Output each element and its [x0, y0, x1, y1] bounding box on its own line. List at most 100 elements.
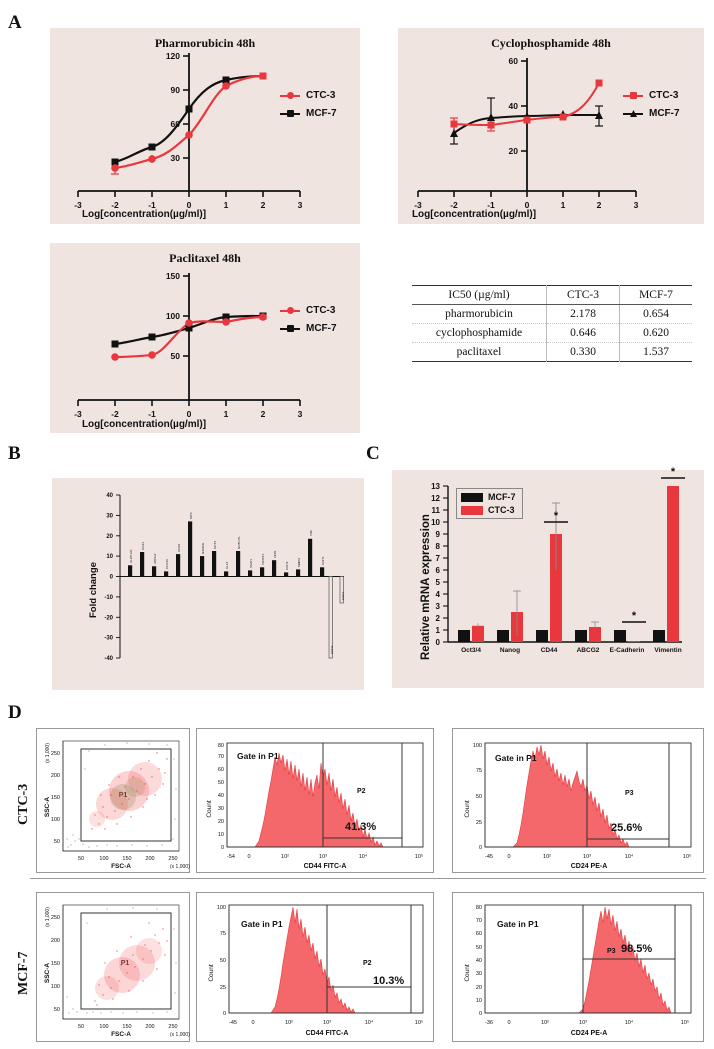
legend-swatch-ctc3: [461, 505, 483, 515]
svg-text:CD44: CD44: [541, 647, 558, 654]
svg-text:50: 50: [476, 945, 482, 951]
svg-text:60: 60: [218, 767, 224, 773]
svg-text:*: *: [554, 510, 559, 522]
svg-text:50: 50: [220, 958, 226, 964]
flow-gate-text: Gate in P1: [497, 919, 539, 929]
svg-text:100: 100: [217, 905, 226, 911]
svg-text:*: *: [632, 610, 637, 622]
panel-label-d: D: [8, 702, 22, 723]
svg-text:Oct3/4: Oct3/4: [461, 647, 481, 654]
flow-gate-text: Gate in P1: [237, 751, 279, 761]
legend-label-ctc3: CTC-3: [306, 305, 336, 316]
flow-percent-mcf7-cd24: 98.5%: [621, 943, 653, 955]
svg-text:CDH1: CDH1: [330, 645, 334, 654]
svg-text:200: 200: [145, 856, 154, 862]
legend-label-mcf7: MCF-7: [488, 492, 516, 502]
svg-text:Count: Count: [206, 800, 213, 818]
legend-label-mcf7: MCF-7: [306, 323, 337, 334]
svg-text:2: 2: [261, 200, 266, 210]
svg-text:0: 0: [507, 1020, 510, 1026]
svg-text:150: 150: [51, 795, 60, 801]
svg-text:NANOG: NANOG: [201, 542, 205, 554]
svg-text:120: 120: [166, 51, 180, 61]
svg-text:ZEB1: ZEB1: [273, 550, 277, 558]
legend-label-ctc3: CTC-3: [306, 90, 336, 101]
svg-text:20: 20: [476, 985, 482, 991]
svg-text:10³: 10³: [323, 1020, 331, 1026]
svg-text:0: 0: [479, 845, 482, 851]
svg-text:150: 150: [166, 271, 180, 281]
panel-label-c: C: [366, 443, 380, 464]
svg-text:10²: 10²: [541, 1020, 549, 1026]
table-header-mcf7: MCF-7: [619, 285, 692, 305]
svg-text:MMP9: MMP9: [297, 558, 301, 567]
svg-text:0: 0: [221, 845, 224, 851]
ic50-table-container: IC50 (µg/ml) CTC-3 MCF-7 pharmorubicin 2…: [412, 285, 692, 362]
chart-paclitaxel: Paclitaxel 48h -3 -2 -1 0 1 2 3 150 100 …: [50, 243, 360, 433]
svg-text:-2: -2: [450, 200, 458, 210]
svg-text:250: 250: [51, 915, 60, 921]
svg-text:Vimentin: Vimentin: [654, 647, 681, 654]
svg-text:0: 0: [251, 1020, 254, 1026]
svg-text:11: 11: [432, 506, 441, 515]
svg-text:50: 50: [476, 794, 482, 800]
svg-text:50: 50: [78, 856, 84, 862]
svg-text:10: 10: [106, 554, 113, 560]
svg-text:0: 0: [436, 638, 441, 647]
svg-text:50: 50: [171, 351, 181, 361]
svg-text:10: 10: [476, 998, 482, 1004]
svg-text:200: 200: [51, 938, 60, 944]
svg-text:0: 0: [110, 575, 114, 581]
table-header-ctc3: CTC-3: [546, 285, 620, 305]
svg-text:-10: -10: [104, 595, 113, 601]
svg-text:50: 50: [218, 780, 224, 786]
svg-text:2: 2: [436, 614, 441, 623]
table-cell-ctc3: 0.646: [546, 323, 620, 343]
svg-text:30: 30: [476, 971, 482, 977]
table-header-metric: IC50 (µg/ml): [412, 285, 547, 305]
svg-text:12: 12: [431, 494, 440, 503]
svg-text:0: 0: [187, 200, 192, 210]
legend-line-ctc3: [280, 307, 300, 314]
legend-line-ctc3: [623, 92, 643, 99]
svg-text:Nanog: Nanog: [500, 647, 520, 654]
svg-text:CD44 FITC-A: CD44 FITC-A: [306, 1030, 349, 1037]
svg-text:30: 30: [106, 513, 113, 519]
svg-text:SSC-A: SSC-A: [44, 797, 51, 818]
legend-label-mcf7: MCF-7: [306, 108, 337, 119]
svg-text:1: 1: [224, 200, 229, 210]
flow-hist-ctc3-cd24: P3 0 25 50 75 100 -45 0 10² 10³ 10⁴ 10⁵ …: [452, 728, 704, 873]
chart-legend-relative-mrna: MCF-7 CTC-3: [456, 488, 523, 519]
svg-text:ALDH1A1: ALDH1A1: [129, 549, 133, 563]
svg-text:2: 2: [597, 200, 602, 210]
svg-text:(x 1,000): (x 1,000): [170, 1032, 190, 1038]
flow-hist-mcf7-cd24: P3 0 10 20 30 40 50 60 70 80 -36 0 10² 1…: [452, 892, 704, 1042]
svg-text:10²: 10²: [281, 854, 289, 860]
svg-text:TWIST1: TWIST1: [261, 553, 265, 565]
svg-text:80: 80: [476, 905, 482, 911]
svg-text:200: 200: [145, 1024, 154, 1030]
svg-text:SOX2: SOX2: [177, 543, 181, 552]
svg-text:10³: 10³: [579, 1020, 587, 1026]
svg-text:CD24 PE-A: CD24 PE-A: [571, 863, 608, 870]
svg-text:P1: P1: [119, 792, 128, 799]
table-row: cyclophosphamide 0.646 0.620: [412, 323, 692, 343]
legend-line-mcf7: [280, 110, 300, 117]
svg-text:(x 1,000): (x 1,000): [170, 864, 190, 870]
table-cell-ctc3: 0.330: [546, 342, 620, 362]
svg-text:13: 13: [431, 482, 440, 491]
table-cell-mcf7: 0.620: [619, 323, 692, 343]
chart-pharmorubicin: Pharmorubicin 48h -3 -2 -1 0 1 2 3 120 9…: [50, 28, 360, 224]
legend-line-mcf7: [623, 110, 643, 117]
svg-text:-45: -45: [485, 854, 493, 860]
flow-percent-ctc3-cd24: 25.6%: [611, 822, 643, 834]
table-cell-drug: paclitaxel: [412, 342, 547, 362]
svg-text:3: 3: [298, 200, 303, 210]
svg-text:5: 5: [436, 578, 441, 587]
svg-text:150: 150: [51, 961, 60, 967]
flow-gate-text: Gate in P1: [495, 753, 537, 763]
svg-text:100: 100: [473, 743, 482, 749]
svg-text:-45: -45: [229, 1020, 237, 1026]
svg-text:10²: 10²: [285, 1020, 293, 1026]
svg-text:-36: -36: [485, 1020, 493, 1026]
